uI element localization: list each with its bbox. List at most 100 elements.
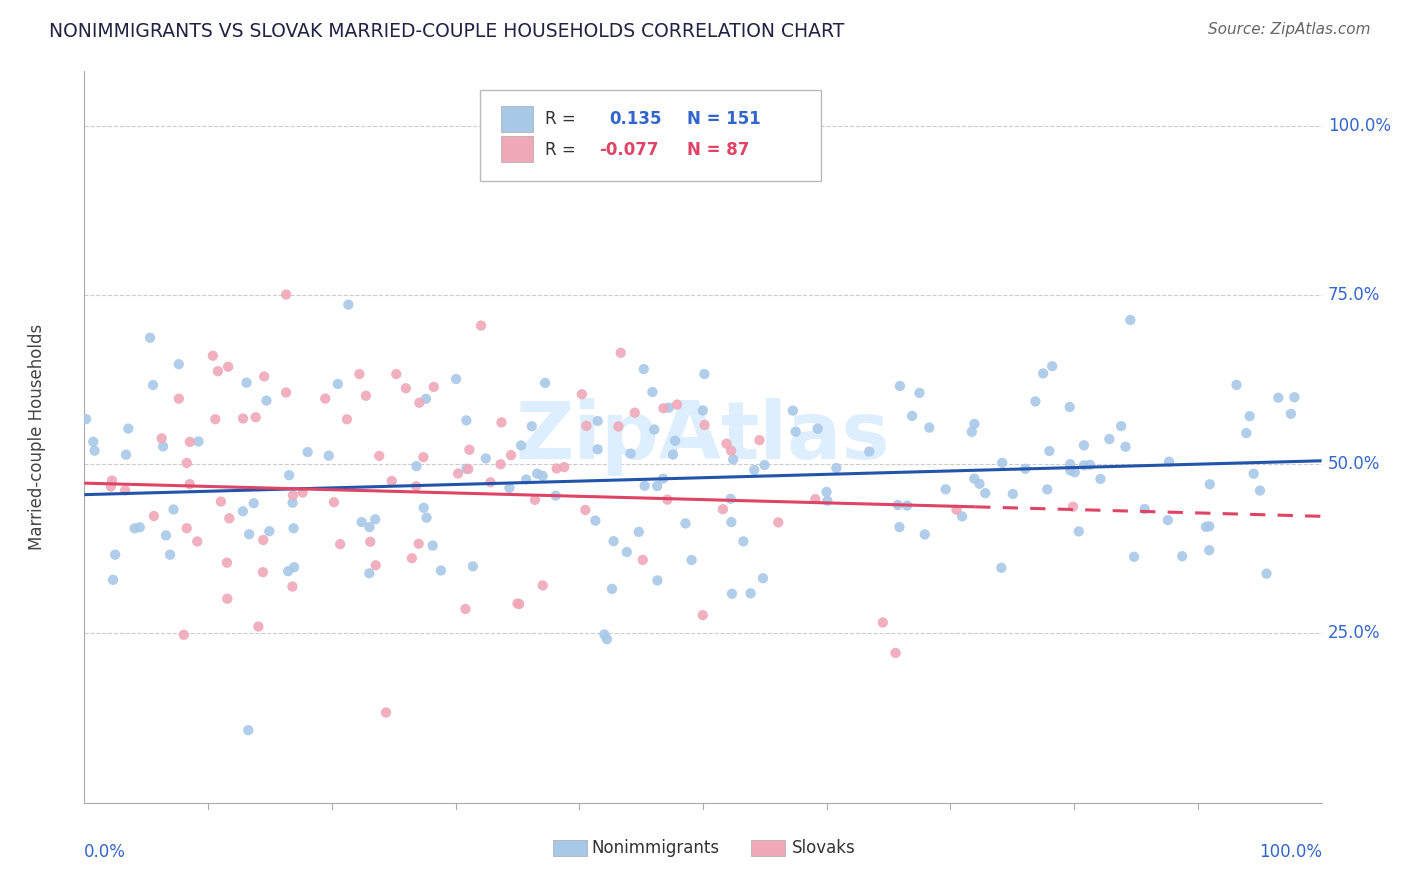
Point xyxy=(458,442,481,457)
Point xyxy=(235,376,257,390)
Point xyxy=(415,392,437,406)
Point xyxy=(114,483,136,498)
Point xyxy=(1062,500,1084,514)
Point xyxy=(523,492,546,507)
Point xyxy=(1036,483,1059,497)
Point xyxy=(1157,455,1180,469)
Point xyxy=(969,476,991,491)
Point xyxy=(858,444,880,458)
Point xyxy=(645,479,668,493)
Point xyxy=(100,479,122,493)
Point xyxy=(602,534,624,549)
Point xyxy=(252,565,274,579)
Point xyxy=(283,560,305,574)
Point xyxy=(1090,472,1112,486)
Point xyxy=(1279,407,1302,421)
Point xyxy=(408,395,430,409)
FancyBboxPatch shape xyxy=(751,840,785,856)
Point xyxy=(574,503,596,517)
FancyBboxPatch shape xyxy=(481,90,821,181)
Point xyxy=(470,318,492,333)
Point xyxy=(277,564,299,578)
Point xyxy=(974,486,997,500)
Point xyxy=(375,706,398,720)
Point xyxy=(768,516,790,530)
Point xyxy=(412,500,434,515)
Point xyxy=(101,573,124,587)
Point xyxy=(740,586,762,600)
Point xyxy=(945,503,967,517)
Point xyxy=(520,419,543,434)
Point xyxy=(616,545,638,559)
Point xyxy=(124,521,146,535)
Point xyxy=(405,459,427,474)
Point xyxy=(721,587,744,601)
Point xyxy=(337,297,360,311)
FancyBboxPatch shape xyxy=(502,106,533,132)
Point xyxy=(297,445,319,459)
Point xyxy=(693,417,716,432)
Point xyxy=(117,422,139,436)
Point xyxy=(531,578,554,592)
Point xyxy=(274,385,297,400)
Point xyxy=(245,410,267,425)
Text: N = 151: N = 151 xyxy=(688,110,761,128)
Point xyxy=(1123,549,1146,564)
Point xyxy=(1073,438,1095,452)
Point xyxy=(633,362,655,376)
Text: 25.0%: 25.0% xyxy=(1327,624,1381,642)
Point xyxy=(381,474,404,488)
Point xyxy=(657,492,679,507)
Point xyxy=(1225,377,1247,392)
Point xyxy=(884,646,907,660)
Point xyxy=(623,406,645,420)
Point xyxy=(201,349,224,363)
Point xyxy=(75,412,97,426)
Point xyxy=(479,475,502,490)
Point xyxy=(1171,549,1194,564)
Point xyxy=(281,580,304,594)
Point xyxy=(627,524,650,539)
FancyBboxPatch shape xyxy=(554,840,586,856)
Point xyxy=(960,425,983,439)
Point xyxy=(162,502,184,516)
Point xyxy=(456,413,478,427)
Point xyxy=(908,385,931,400)
Text: 50.0%: 50.0% xyxy=(1327,455,1381,473)
Point xyxy=(232,504,254,518)
Point xyxy=(720,515,742,529)
Point xyxy=(142,378,165,392)
Point xyxy=(254,393,277,408)
Point xyxy=(359,520,381,534)
Point xyxy=(291,485,314,500)
Point xyxy=(1038,444,1060,458)
Point xyxy=(252,533,274,547)
Point xyxy=(209,494,232,508)
Point xyxy=(457,462,479,476)
Point xyxy=(491,416,513,430)
Point xyxy=(1059,463,1081,477)
Point xyxy=(571,387,593,401)
Point xyxy=(742,463,765,477)
Point xyxy=(515,473,537,487)
Point xyxy=(238,723,260,738)
Point xyxy=(692,608,714,623)
Point xyxy=(395,381,418,395)
Point xyxy=(1198,477,1220,491)
Text: Source: ZipAtlas.com: Source: ZipAtlas.com xyxy=(1208,22,1371,37)
Point xyxy=(600,582,623,596)
Point xyxy=(215,556,238,570)
Point xyxy=(963,417,986,431)
Text: Slovaks: Slovaks xyxy=(792,839,856,857)
Point xyxy=(159,548,181,562)
Point xyxy=(82,434,104,449)
Point xyxy=(408,537,430,551)
Point xyxy=(1267,391,1289,405)
Point xyxy=(887,498,910,512)
Point xyxy=(806,422,828,436)
Point xyxy=(218,511,240,525)
Point xyxy=(318,449,340,463)
Point xyxy=(720,443,742,458)
Point xyxy=(1040,359,1063,374)
Point xyxy=(430,564,453,578)
